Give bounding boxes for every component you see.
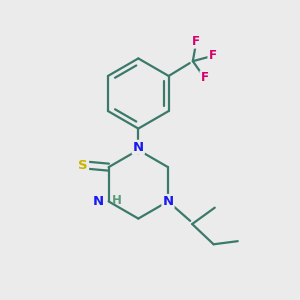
Text: F: F xyxy=(200,71,208,84)
Text: N: N xyxy=(162,195,174,208)
Text: S: S xyxy=(79,159,88,172)
Text: F: F xyxy=(208,50,216,62)
Text: H: H xyxy=(112,194,122,207)
Text: N: N xyxy=(133,141,144,154)
Text: N: N xyxy=(93,195,104,208)
Text: F: F xyxy=(192,35,200,48)
